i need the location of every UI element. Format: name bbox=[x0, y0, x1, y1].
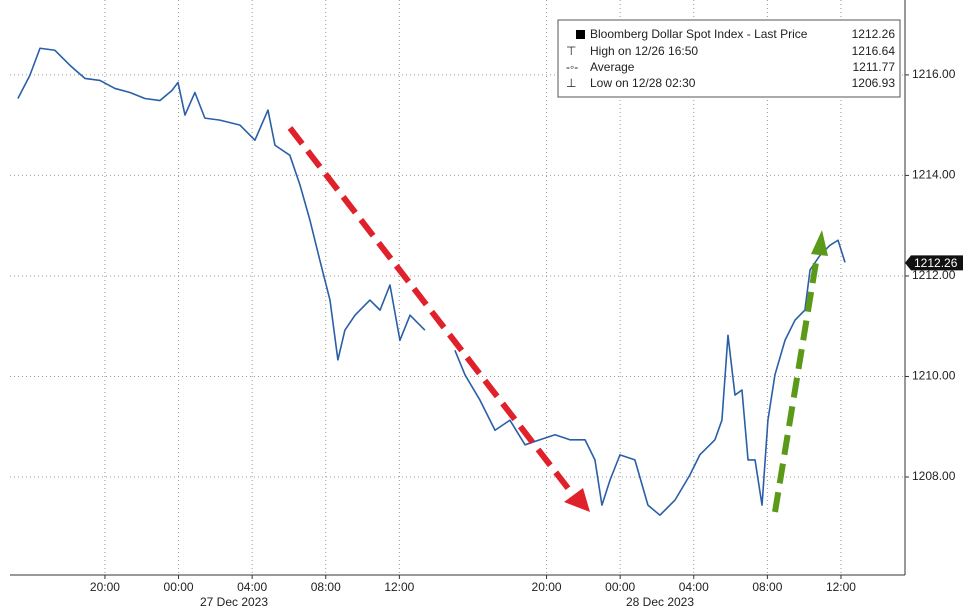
x-date-label: 27 Dec 2023 bbox=[200, 595, 268, 609]
y-tick-label: 1210.00 bbox=[912, 369, 956, 383]
x-date-label: 28 Dec 2023 bbox=[626, 595, 694, 609]
legend-value: 1216.64 bbox=[852, 44, 896, 58]
x-tick-label: 12:00 bbox=[826, 580, 856, 594]
x-tick-label: 20:00 bbox=[90, 580, 120, 594]
arrow-head bbox=[811, 230, 828, 256]
legend-label: High on 12/26 16:50 bbox=[590, 44, 698, 58]
legend-label: Low on 12/28 02:30 bbox=[590, 76, 696, 90]
price-line bbox=[17, 47, 846, 516]
legend-label: Average bbox=[590, 60, 635, 74]
legend-value: 1206.93 bbox=[852, 76, 896, 90]
x-tick-label: 12:00 bbox=[384, 580, 414, 594]
green-arrow bbox=[772, 230, 828, 513]
legend-label: Bloomberg Dollar Spot Index - Last Price bbox=[590, 27, 808, 41]
legend-value: 1212.26 bbox=[852, 27, 896, 41]
last-price-tag: 1212.26 bbox=[905, 255, 963, 271]
arrow-head bbox=[564, 488, 590, 512]
legend-icon: ⊤ bbox=[566, 44, 576, 58]
legend-icon: -◦- bbox=[566, 60, 578, 74]
y-tick-label: 1214.00 bbox=[912, 168, 956, 182]
x-tick-label: 00:00 bbox=[605, 580, 635, 594]
legend-box bbox=[557, 19, 901, 98]
y-tick-label: 1208.00 bbox=[912, 469, 956, 483]
legend-value: 1211.77 bbox=[853, 60, 896, 74]
y-tick-label: 1216.00 bbox=[912, 67, 956, 81]
x-tick-label: 00:00 bbox=[164, 580, 194, 594]
legend-icon: ⊥ bbox=[566, 76, 576, 90]
y-tick-label: 1212.00 bbox=[912, 268, 956, 282]
x-tick-label: 20:00 bbox=[532, 580, 562, 594]
x-tick-label: 08:00 bbox=[311, 580, 341, 594]
last-price-label: 1212.26 bbox=[914, 256, 958, 270]
red-arrow bbox=[287, 126, 590, 512]
tag-shape bbox=[905, 255, 963, 271]
x-tick-label: 04:00 bbox=[679, 580, 709, 594]
plot bbox=[17, 47, 846, 516]
x-tick-label: 04:00 bbox=[237, 580, 267, 594]
legend-swatch bbox=[576, 30, 585, 39]
legend: Bloomberg Dollar Spot Index - Last Price… bbox=[557, 19, 901, 98]
axes: 1208.00 1210.00 1212.00 1214.00 1216.00 20:00… bbox=[90, 67, 956, 609]
arrow-shaft bbox=[287, 126, 577, 498]
arrow-shaft bbox=[772, 249, 821, 513]
x-tick-label: 08:00 bbox=[752, 580, 782, 594]
